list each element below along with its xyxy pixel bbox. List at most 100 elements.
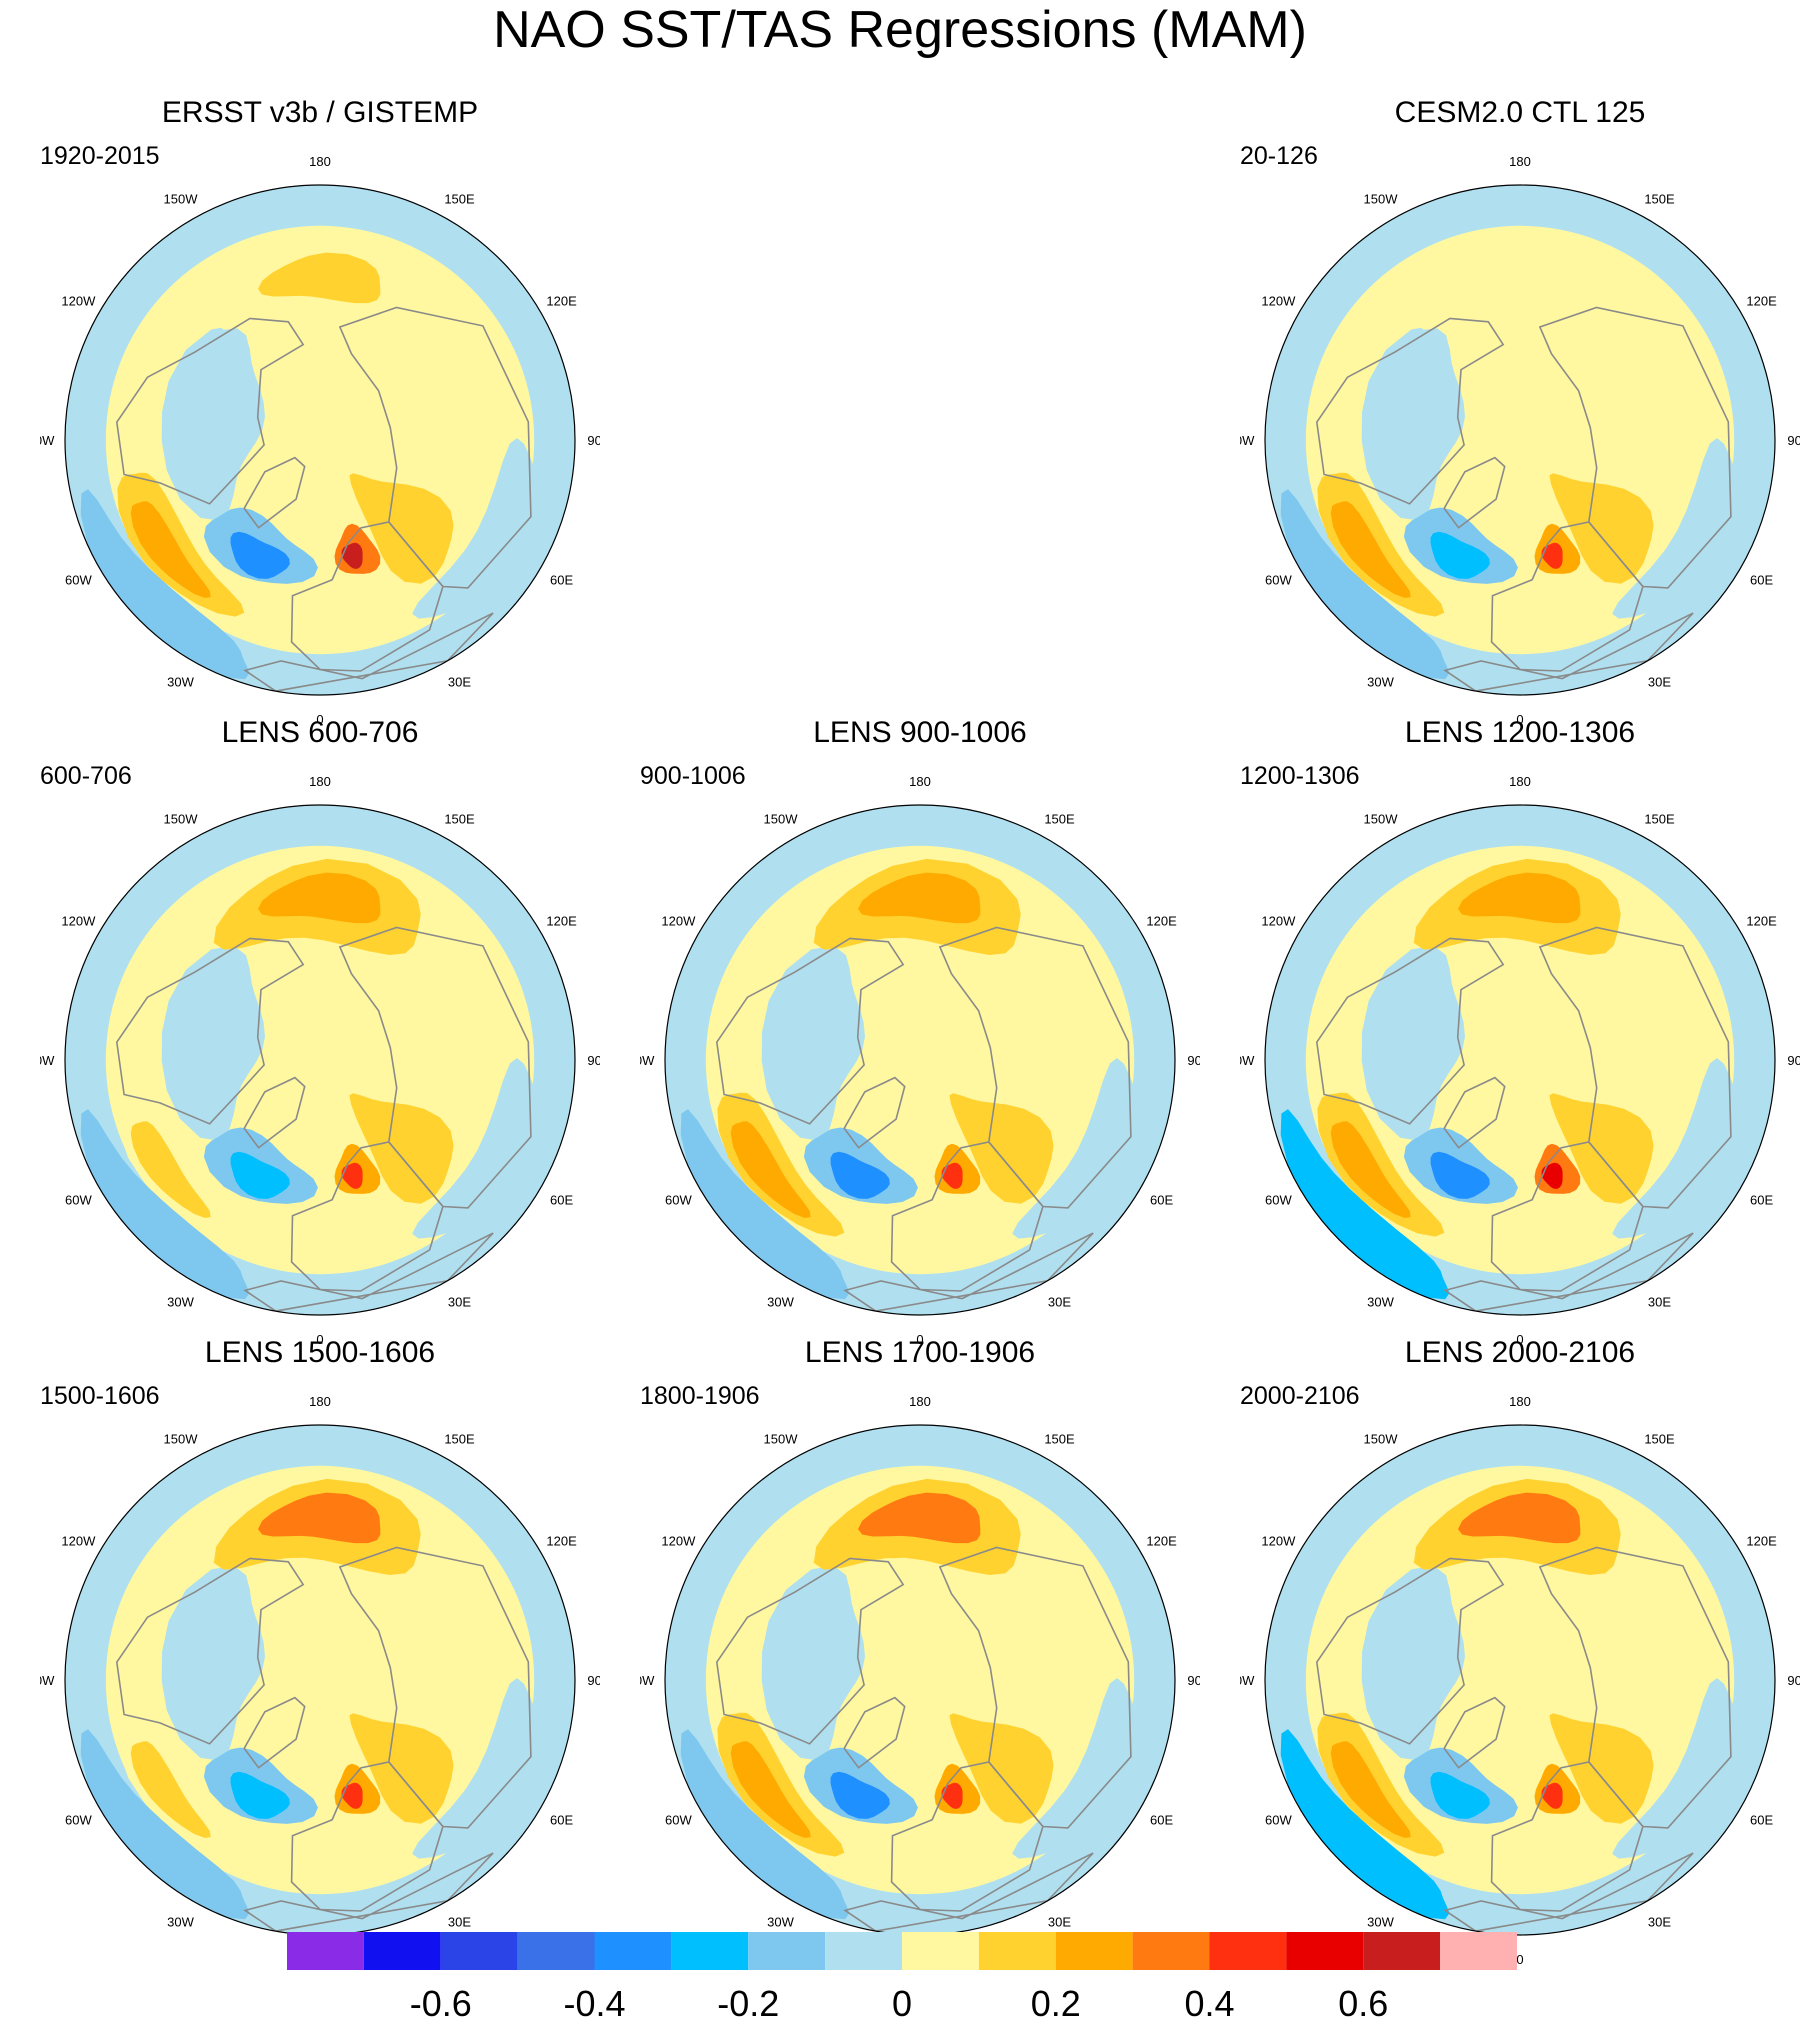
central-atlantic-core xyxy=(1330,1121,1411,1218)
labrador-sea-core xyxy=(1430,1771,1490,1819)
coastlines xyxy=(1315,306,1732,692)
longitude-label: 90W xyxy=(40,1053,55,1068)
north-pacific-core xyxy=(1458,1492,1581,1544)
longitude-label: 90E xyxy=(587,433,600,448)
southern-eurasia-anomaly xyxy=(1012,1678,1140,1859)
colorbar xyxy=(287,1932,1517,1970)
longitude-label: 60E xyxy=(1750,1813,1773,1828)
longitude-label: 90E xyxy=(587,1673,600,1688)
colorbar-tick-label: -0.6 xyxy=(409,1983,472,2024)
map-panel: LENS 1500-1606 180 150E 120E 90E 60E 30E 0 30W 60… xyxy=(40,1335,600,1965)
colorbar-box xyxy=(978,1932,1056,1970)
labrador-sea-core xyxy=(230,1151,290,1199)
map-field xyxy=(665,805,1175,1315)
longitude-label: 0 xyxy=(316,712,323,725)
longitude-label: 30W xyxy=(1367,1915,1394,1930)
north-america-anomaly xyxy=(761,1565,865,1761)
map-panel: LENS 1700-1906 180 150E 120E 90E 60E 30E 0 30W 60… xyxy=(640,1335,1200,1965)
coastline-namerica xyxy=(1315,937,1505,1125)
longitude-label: 60W xyxy=(1265,1193,1292,1208)
coastline-greenland xyxy=(1443,1076,1506,1149)
colorbar-tick-label: -0.2 xyxy=(717,1983,780,2024)
colorbar-tick-label: -0.4 xyxy=(563,1983,626,2024)
scandinavia-core xyxy=(941,1162,963,1189)
panel-title: LENS 1500-1606 xyxy=(204,1336,436,1369)
coastline-namerica xyxy=(115,937,305,1125)
southern-eurasia-anomaly xyxy=(412,1058,540,1239)
eurasia-anomaly xyxy=(349,1093,454,1204)
coastline-asia xyxy=(1538,926,1732,1209)
coastlines xyxy=(115,306,532,692)
north-pacific-core xyxy=(1458,872,1581,924)
longitude-label: 150W xyxy=(1364,811,1399,826)
panel-title: LENS 900-1006 xyxy=(813,716,1027,749)
scandinavia-core xyxy=(1541,542,1563,569)
coastline-asia xyxy=(338,1546,532,1829)
longitude-label: 90E xyxy=(1787,1673,1800,1688)
subtropical-atlantic-anomaly xyxy=(1280,1729,1450,1920)
longitude-label: 60W xyxy=(65,1813,92,1828)
map-field xyxy=(1265,185,1775,695)
longitude-label: 90E xyxy=(1787,1053,1800,1068)
longitude-label: 150E xyxy=(444,191,475,206)
coastline-namerica xyxy=(715,1557,905,1745)
longitude-label: 120W xyxy=(1261,294,1296,309)
longitude-label: 60E xyxy=(1750,1193,1773,1208)
north-america-anomaly xyxy=(161,1565,265,1761)
coastline-greenland xyxy=(843,1696,906,1769)
longitude-label: 180 xyxy=(309,774,331,789)
coastlines xyxy=(715,1546,1132,1932)
map-outline xyxy=(1264,184,1776,696)
longitude-label: 90E xyxy=(1787,433,1800,448)
coastline-africa xyxy=(1443,1852,1694,1932)
longitude-label: 90E xyxy=(1187,1673,1200,1688)
map-outline xyxy=(1264,1424,1776,1936)
map-panel: ERSST v3b / GISTEMP 180 150E 120E 90E 60E 30E 0… xyxy=(40,95,600,725)
colorbar-tick-label: 0.4 xyxy=(1184,1983,1235,2024)
coastline-greenland xyxy=(843,1076,906,1149)
map-field xyxy=(1265,805,1775,1315)
longitude-label: 180 xyxy=(1509,154,1531,169)
eurasia-anomaly xyxy=(1549,1093,1654,1204)
colorbar-box xyxy=(748,1932,826,1970)
subtropical-atlantic-anomaly xyxy=(680,1729,850,1920)
southern-eurasia-anomaly xyxy=(1612,438,1740,619)
longitude-label: 120E xyxy=(1746,1534,1777,1549)
colorbar-tick-labels: -0.6 -0.4 -0.2 0 0.2 0.4 0.6 xyxy=(0,1982,1800,2032)
longitude-label: 120W xyxy=(61,294,96,309)
labrador-sea-core xyxy=(830,1771,890,1819)
map-outline xyxy=(1264,804,1776,1316)
labrador-sea-core xyxy=(830,1151,890,1199)
north-america-anomaly xyxy=(1361,325,1465,521)
southern-eurasia-anomaly xyxy=(1612,1058,1740,1239)
longitude-label: 150E xyxy=(1644,811,1675,826)
panel-period-label: 900-1006 xyxy=(640,762,746,790)
coastline-africa xyxy=(1443,1232,1694,1312)
longitude-label: 150E xyxy=(1644,1431,1675,1446)
longitude-label: 30E xyxy=(1648,1915,1671,1930)
coastlines xyxy=(1315,926,1732,1312)
longitude-label: 180 xyxy=(1509,1394,1531,1409)
map-field xyxy=(65,1425,575,1935)
longitude-label: 120E xyxy=(546,294,577,309)
panel-period-label: 600-706 xyxy=(40,762,132,790)
colorbar-tick-label: 0.6 xyxy=(1338,1983,1389,2024)
coastline-asia xyxy=(338,926,532,1209)
longitude-label: 90W xyxy=(40,1673,55,1688)
southern-eurasia-anomaly xyxy=(412,438,540,619)
colorbar-box xyxy=(1363,1932,1441,1970)
longitude-label: 30E xyxy=(448,1915,471,1930)
coastline-namerica xyxy=(115,1557,305,1745)
coastline-asia xyxy=(938,926,1132,1209)
central-atlantic-core xyxy=(730,1121,811,1218)
panel-title: CESM2.0 CTL 125 xyxy=(1394,96,1646,129)
north-pacific-core xyxy=(258,252,381,304)
longitude-label: 150E xyxy=(1044,811,1075,826)
coastlines xyxy=(715,926,1132,1312)
coastline-greenland xyxy=(1443,456,1506,529)
north-pacific-core xyxy=(258,1492,381,1544)
north-pacific-core xyxy=(1458,252,1581,304)
central-atlantic-core xyxy=(130,501,211,598)
longitude-label: 120W xyxy=(61,1534,96,1549)
colorbar-box xyxy=(1286,1932,1364,1970)
